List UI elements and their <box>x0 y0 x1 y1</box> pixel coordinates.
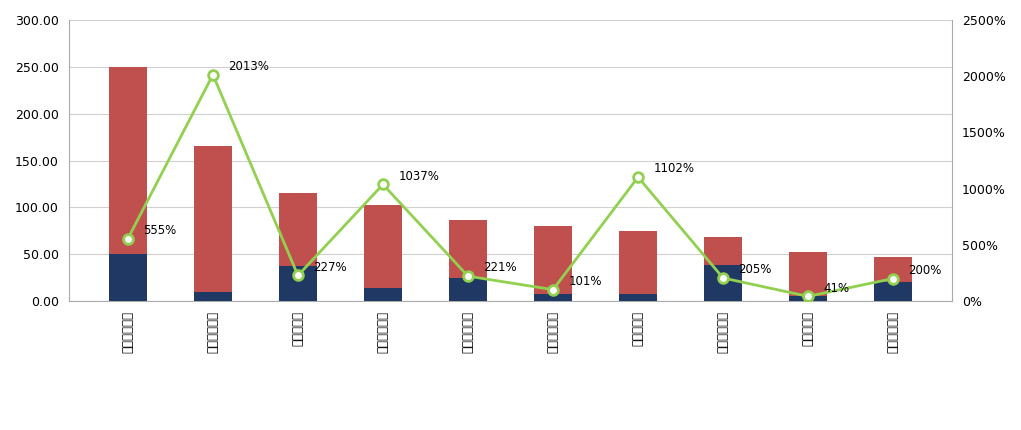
Bar <box>194 292 232 301</box>
Bar <box>789 296 827 301</box>
Bar <box>874 282 912 301</box>
Bar <box>363 206 402 288</box>
Bar <box>109 67 147 254</box>
Bar <box>789 252 827 296</box>
广义政府债务率 <box>377 182 389 187</box>
广义政府债务率 <box>547 287 560 292</box>
广义政府债务率 <box>887 276 900 281</box>
Bar <box>874 257 912 282</box>
Bar <box>619 231 658 294</box>
Text: 555%: 555% <box>143 224 177 237</box>
Bar <box>703 265 742 301</box>
Bar <box>703 237 742 265</box>
广义政府债务率 <box>461 273 474 279</box>
广义政府债务率 <box>121 236 134 241</box>
Text: 227%: 227% <box>313 261 347 274</box>
Bar <box>363 288 402 301</box>
Line: 广义政府债务率: 广义政府债务率 <box>124 70 897 301</box>
广义政府债务率 <box>801 294 814 299</box>
Bar <box>449 219 487 278</box>
Bar <box>279 266 318 301</box>
Text: 200%: 200% <box>909 264 941 277</box>
Text: 101%: 101% <box>569 275 601 288</box>
Bar <box>534 226 572 294</box>
Text: 1037%: 1037% <box>398 170 439 183</box>
Bar <box>279 193 318 266</box>
Text: 221%: 221% <box>483 261 517 274</box>
广义政府债务率 <box>632 175 644 180</box>
Text: 205%: 205% <box>738 263 772 276</box>
Bar <box>449 278 487 301</box>
广义政府债务率 <box>292 273 304 278</box>
Text: 41%: 41% <box>823 282 849 295</box>
广义政府债务率 <box>207 72 220 77</box>
Bar <box>619 294 658 301</box>
Bar <box>534 294 572 301</box>
Bar <box>194 147 232 292</box>
Text: 1102%: 1102% <box>653 163 694 175</box>
Text: 2013%: 2013% <box>229 60 270 73</box>
广义政府债务率 <box>717 275 729 280</box>
Bar <box>109 254 147 301</box>
